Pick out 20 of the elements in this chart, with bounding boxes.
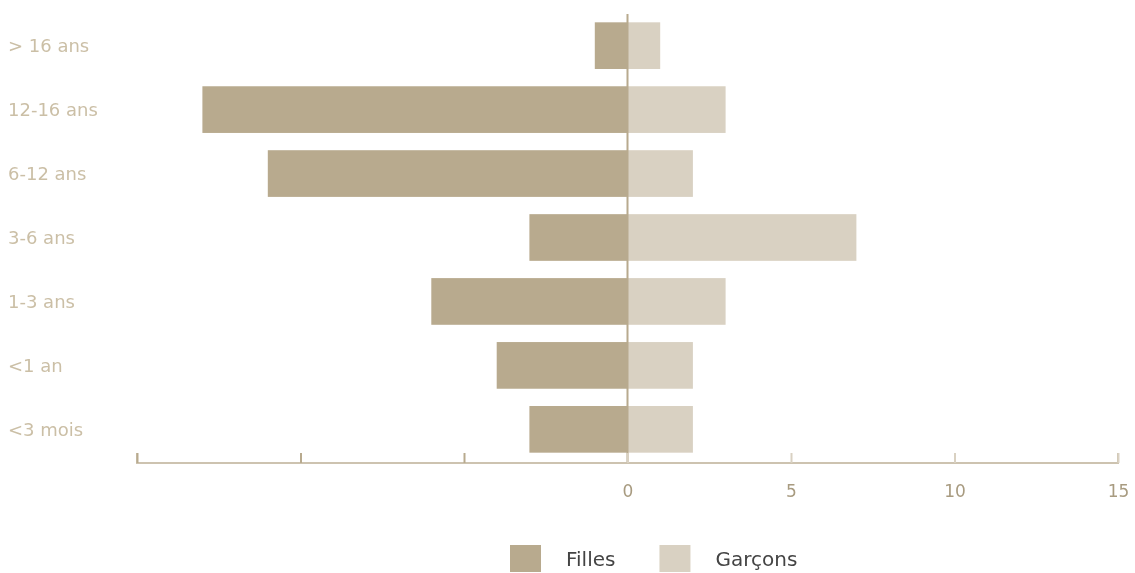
y-tick-label: <1 an (8, 354, 63, 376)
y-tick-label: 12-16 ans (8, 98, 98, 120)
y-tick-label: 3-6 ans (8, 226, 75, 248)
bar (627, 278, 726, 325)
y-tick-label: 1-3 ans (8, 290, 75, 312)
y-tick-label: <3 mois (8, 418, 84, 440)
legend-label: Garçons (715, 547, 798, 571)
y-tick-label: > 16 ans (8, 34, 90, 56)
bar (627, 150, 693, 197)
bar (627, 86, 726, 133)
bar (627, 342, 693, 389)
x-tick-label: 0 (622, 481, 634, 502)
y-tick-label: 6-12 ans (8, 162, 87, 184)
bar (627, 406, 693, 453)
x-tick-label: 10 (944, 481, 966, 502)
bar (627, 22, 661, 69)
x-tick-label: 15 (1107, 481, 1130, 502)
bar (627, 214, 857, 261)
legend-label: Filles (566, 547, 616, 571)
x-tick-label: 5 (786, 481, 797, 502)
